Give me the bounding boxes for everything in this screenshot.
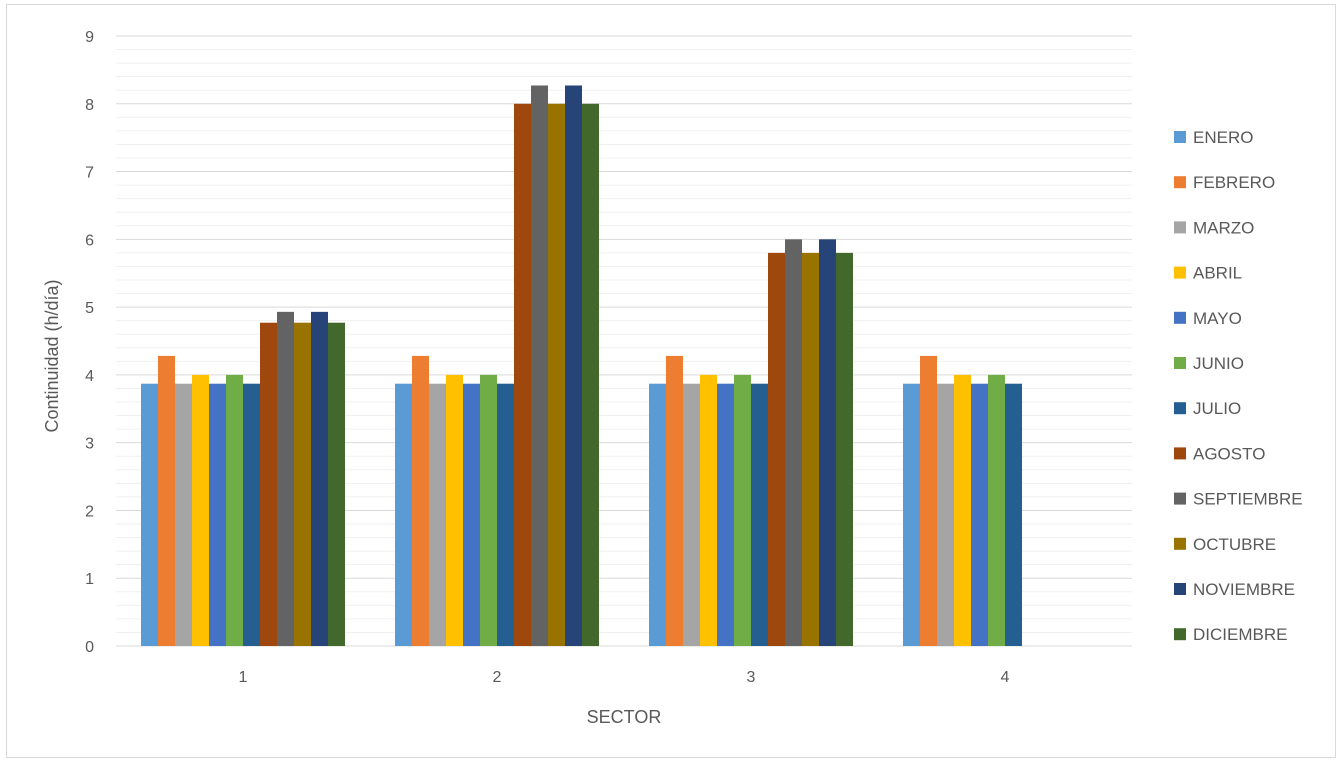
legend-swatch-febrero (1174, 176, 1186, 189)
legend-label-noviembre: NOVIEMBRE (1193, 580, 1295, 599)
legend-label-enero: ENERO (1193, 128, 1253, 147)
x-tick-label: 1 (239, 669, 248, 686)
legend-label-diciembre: DICIEMBRE (1193, 625, 1287, 644)
x-tick-label: 3 (747, 669, 756, 686)
y-axis-ticks: 0 1 2 3 4 5 6 7 8 9 (85, 29, 94, 656)
bar-enero-sector-2 (395, 383, 412, 646)
legend-swatch-abril (1174, 266, 1186, 279)
bar-julio-sector-1 (243, 383, 260, 646)
y-tick-label: 6 (85, 232, 94, 249)
legend-swatch-septiembre (1174, 492, 1186, 505)
bar-marzo-sector-2 (429, 383, 446, 646)
y-tick-label: 1 (85, 571, 94, 588)
bar-septiembre-sector-1 (277, 311, 294, 646)
bar-mayo-sector-4 (971, 383, 988, 646)
y-tick-label: 9 (85, 29, 94, 46)
x-axis-title: SECTOR (587, 707, 662, 727)
x-tick-label: 4 (1001, 669, 1010, 686)
y-tick-label: 5 (85, 300, 94, 317)
y-tick-label: 8 (85, 97, 94, 114)
legend: ENERO FEBRERO MARZO ABRIL MAYO JUNIO JULIO AGOS… (1174, 128, 1303, 644)
legend-label-julio: JULIO (1193, 399, 1241, 418)
legend-swatch-agosto (1174, 447, 1186, 460)
y-tick-label: 7 (85, 165, 94, 182)
legend-swatch-marzo (1174, 221, 1186, 234)
bar-julio-sector-4 (1005, 383, 1022, 646)
legend-label-junio: JUNIO (1193, 354, 1244, 373)
legend-swatch-junio (1174, 357, 1186, 369)
bar-noviembre-sector-2 (565, 85, 582, 646)
bar-junio-sector-2 (480, 374, 497, 646)
bar-febrero-sector-3 (666, 355, 683, 646)
bar-mayo-sector-3 (717, 383, 734, 646)
bar-noviembre-sector-3 (819, 239, 836, 647)
legend-label-agosto: AGOSTO (1193, 444, 1265, 463)
bar-julio-sector-2 (497, 383, 514, 646)
bar-noviembre-sector-1 (311, 311, 328, 646)
legend-label-mayo: MAYO (1193, 309, 1242, 328)
legend-label-marzo: MARZO (1193, 218, 1254, 237)
bar-junio-sector-3 (734, 374, 751, 646)
bar-abril-sector-4 (954, 374, 971, 646)
legend-swatch-noviembre (1174, 583, 1186, 595)
x-tick-label: 2 (493, 669, 502, 686)
legend-label-septiembre: SEPTIEMBRE (1193, 490, 1303, 509)
y-tick-label: 4 (85, 368, 94, 385)
bars (141, 85, 1022, 647)
bar-febrero-sector-1 (158, 355, 175, 646)
bar-diciembre-sector-3 (836, 252, 853, 646)
y-tick-label: 0 (85, 639, 94, 656)
bar-febrero-sector-2 (412, 355, 429, 646)
legend-swatch-octubre (1174, 537, 1186, 550)
bar-junio-sector-1 (226, 374, 243, 646)
bar-septiembre-sector-3 (785, 239, 802, 647)
x-axis-ticks: 1 2 3 4 (239, 669, 1010, 686)
bar-junio-sector-4 (988, 374, 1005, 646)
bar-agosto-sector-1 (260, 322, 277, 646)
bar-octubre-sector-2 (548, 103, 565, 647)
bar-marzo-sector-1 (175, 383, 192, 646)
legend-swatch-diciembre (1174, 628, 1186, 641)
legend-swatch-julio (1174, 402, 1186, 415)
bar-enero-sector-1 (141, 383, 158, 646)
bar-abril-sector-2 (446, 374, 463, 646)
bar-febrero-sector-4 (920, 355, 937, 646)
bar-octubre-sector-1 (294, 322, 311, 646)
bar-agosto-sector-3 (768, 252, 785, 646)
legend-label-octubre: OCTUBRE (1193, 535, 1276, 554)
bar-octubre-sector-3 (802, 252, 819, 646)
bar-septiembre-sector-2 (531, 85, 548, 646)
bar-diciembre-sector-1 (328, 322, 345, 646)
legend-label-febrero: FEBRERO (1193, 173, 1275, 192)
bar-marzo-sector-4 (937, 383, 954, 646)
legend-label-abril: ABRIL (1193, 264, 1242, 283)
legend-swatch-enero (1174, 131, 1186, 143)
legend-swatch-mayo (1174, 311, 1186, 324)
bar-diciembre-sector-2 (582, 103, 599, 647)
bar-agosto-sector-2 (514, 103, 531, 647)
y-axis-title: Continuidad (h/día) (42, 279, 62, 432)
bar-mayo-sector-1 (209, 383, 226, 646)
bar-abril-sector-1 (192, 374, 209, 646)
bar-enero-sector-4 (903, 383, 920, 646)
bar-enero-sector-3 (649, 383, 666, 646)
y-tick-label: 3 (85, 436, 94, 453)
bar-marzo-sector-3 (683, 383, 700, 646)
y-tick-label: 2 (85, 503, 94, 520)
bar-julio-sector-3 (751, 383, 768, 646)
bar-abril-sector-3 (700, 374, 717, 646)
bar-mayo-sector-2 (463, 383, 480, 646)
